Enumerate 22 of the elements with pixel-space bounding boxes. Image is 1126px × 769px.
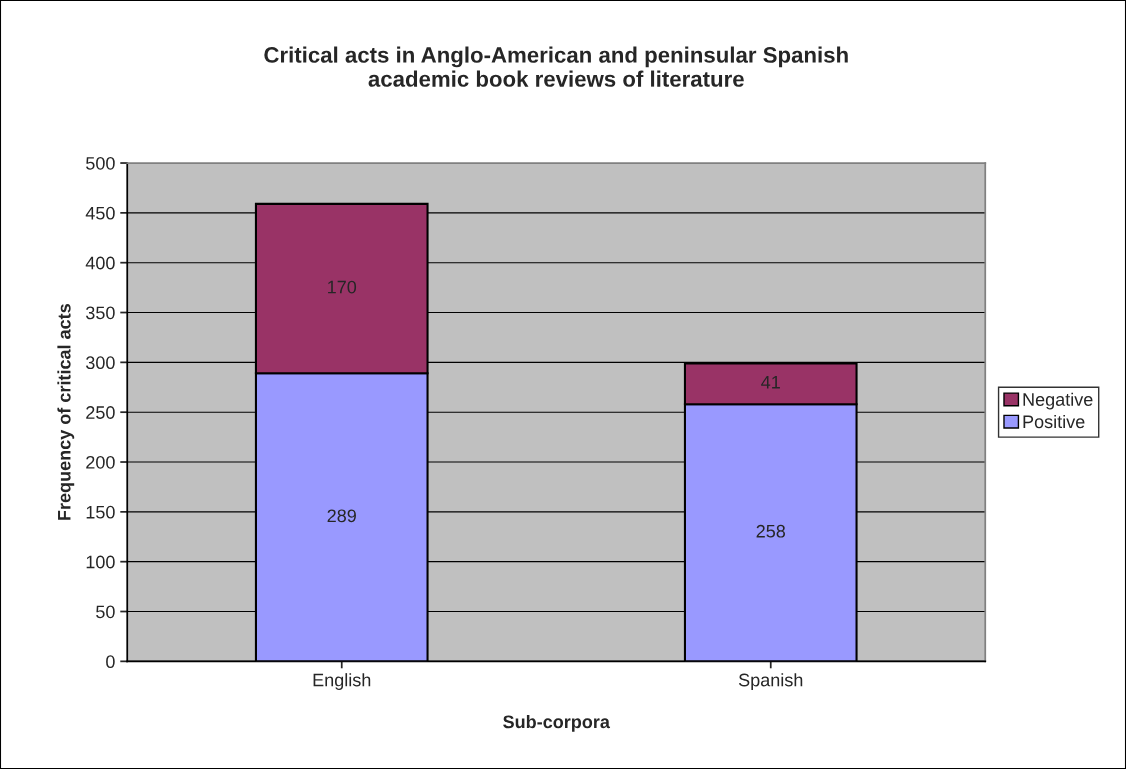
x-axis-title: Sub-corpora — [503, 714, 611, 732]
y-tick-label: 100 — [86, 555, 115, 569]
y-tick-label: 400 — [85, 256, 115, 270]
y-axis-title: Frequency of critical acts — [57, 304, 75, 520]
y-tick-label: 0 — [106, 655, 115, 669]
data-label: 258 — [756, 524, 786, 538]
y-tick-label: 150 — [86, 505, 115, 519]
y-tick-label: 350 — [86, 306, 115, 320]
legend-label: Positive — [1023, 414, 1085, 429]
data-label: 170 — [328, 280, 357, 294]
x-tick-label: Spanish — [738, 673, 803, 690]
legend-label: Negative — [1023, 392, 1093, 410]
data-label: 41 — [761, 376, 780, 389]
y-tick-label: 200 — [86, 455, 115, 469]
y-tick-label: 300 — [86, 356, 115, 370]
x-tick-label: English — [313, 673, 371, 690]
y-tick-label: 450 — [85, 206, 115, 220]
data-label: 289 — [327, 509, 356, 523]
y-tick-label: 250 — [86, 406, 115, 419]
chart-title: Critical acts in Anglo-American and peninsular Spanish academic book reviews of literature — [264, 46, 848, 87]
y-tick-label: 50 — [96, 605, 115, 619]
y-tick-label: 500 — [86, 156, 115, 170]
